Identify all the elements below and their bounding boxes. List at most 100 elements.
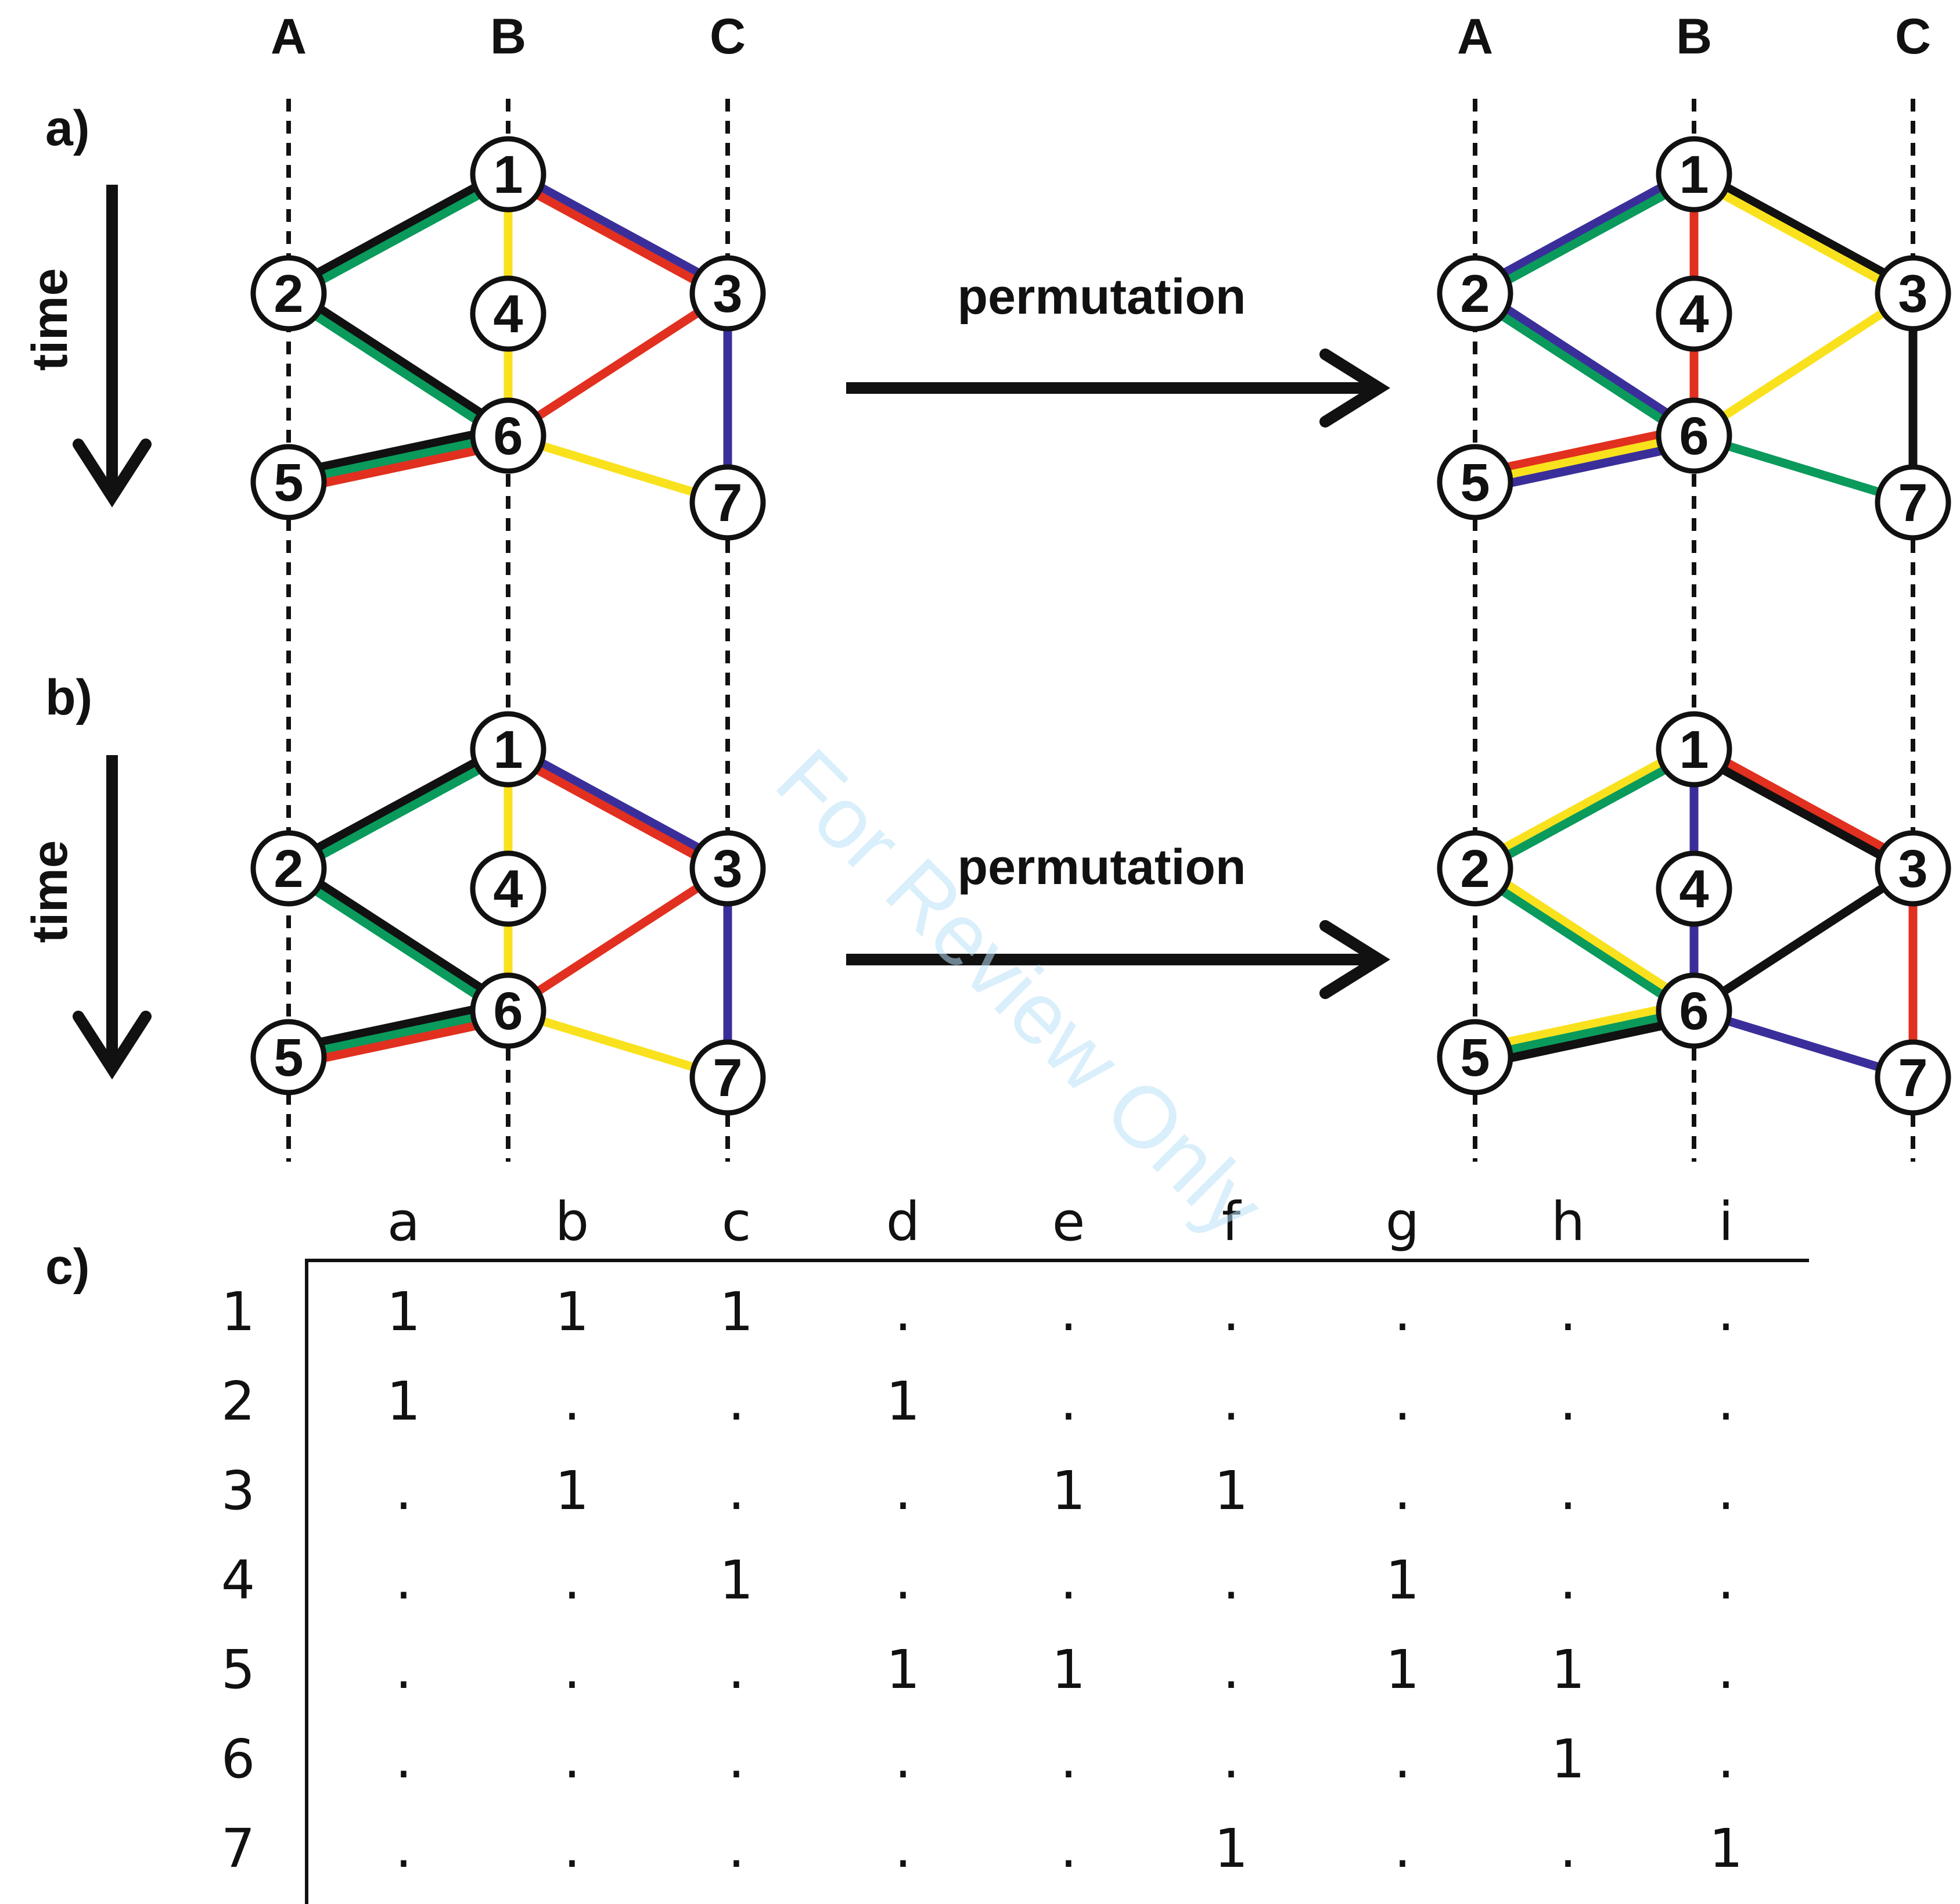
edge-2-6-green: [1470, 868, 1695, 1018]
table-cell: 1: [387, 1281, 421, 1343]
table-column-header-i: i: [1718, 1191, 1734, 1253]
table-cell: 1: [1386, 1549, 1420, 1611]
edge-5-6-black: [286, 998, 508, 1054]
table-column-header-g: g: [1386, 1191, 1419, 1253]
edge-2-1-yellow: [1471, 742, 1695, 869]
node-5: [1437, 1019, 1513, 1095]
table-cells: a b c d e f g h i 1 1 1 1..... . 2 1.. 1.... . 3. 1.. 1 1.. . 4…: [221, 1191, 1743, 1880]
table-cell: .: [1717, 1728, 1734, 1790]
panel-a-label: a): [45, 100, 89, 156]
node-1: [1656, 136, 1732, 213]
edge-1-3-yellow: [1690, 174, 1914, 301]
node-6-label: 6: [493, 982, 523, 1041]
table-cell: .: [1222, 1281, 1239, 1343]
table-cell: 1: [1052, 1639, 1086, 1701]
table-cell: 1: [1214, 1460, 1249, 1522]
table-cell: .: [395, 1460, 412, 1522]
node-2: [1437, 255, 1513, 332]
table-cell: .: [1060, 1728, 1077, 1790]
edge-2-6-yellow: [1475, 861, 1699, 1011]
table-cell: .: [728, 1639, 745, 1701]
edge-1-3-black: [1693, 167, 1917, 294]
edge-2-1-green: [1475, 749, 1698, 876]
table-column-header-d: d: [886, 1191, 920, 1253]
node-3: [689, 830, 766, 907]
table-cell: .: [728, 1728, 745, 1790]
table-cell: .: [395, 1549, 412, 1611]
node-6: [1656, 972, 1732, 1049]
table-cell: .: [894, 1549, 911, 1611]
edge-6-7-yellow: [506, 431, 729, 507]
column-label-b-left: B: [490, 9, 526, 64]
review-watermark: For Review Only: [758, 730, 1282, 1255]
table-row-header-5: 5: [221, 1639, 256, 1701]
node-5-label: 5: [274, 453, 303, 512]
table-cell: .: [395, 1639, 412, 1701]
node-6: [470, 972, 546, 1049]
node-2: [250, 255, 327, 332]
node-7-label: 7: [713, 1048, 742, 1108]
table-cell: 1: [720, 1549, 754, 1611]
node-1: [470, 711, 546, 788]
node-5-label: 5: [274, 1028, 303, 1087]
edge-2-1-green: [1475, 174, 1698, 301]
table-cell: .: [728, 1460, 745, 1522]
table-cell: .: [1060, 1281, 1077, 1343]
node-3: [1875, 255, 1951, 332]
edge-5-6-red: [289, 439, 511, 495]
table-cell: .: [1222, 1370, 1239, 1432]
table-cell: .: [894, 1460, 911, 1522]
panel-b-time-label: time: [22, 840, 78, 943]
table-row-header-1: 1: [221, 1281, 256, 1343]
table-row-header-7: 7: [221, 1817, 256, 1880]
panel-b-right-graph: 1 2 3 4 5 6 7: [1437, 711, 1951, 1116]
edge-2-6-green: [284, 868, 509, 1018]
table-cell: .: [1717, 1370, 1734, 1432]
node-3-label: 3: [1898, 839, 1927, 899]
column-label-c-left: C: [710, 9, 746, 64]
panel-b: b) time permutation 1 2 3 4 5 6 7 1 2 3 4 5 6 7: [22, 670, 1951, 1116]
column-label-a-right: A: [1457, 9, 1493, 64]
edge-3-6-red: [505, 864, 731, 1015]
column-label-c-right: C: [1895, 9, 1931, 64]
node-5: [250, 1019, 327, 1095]
table-cell: .: [1717, 1281, 1734, 1343]
table-cell: 1: [1551, 1639, 1585, 1701]
column-headers: A B C A B C: [271, 9, 1931, 64]
edge-2-1-green: [288, 174, 512, 301]
table-cell: .: [894, 1728, 911, 1790]
node-7: [689, 464, 766, 541]
panel-a-permutation-arrow: [846, 349, 1390, 427]
table-cell: .: [1394, 1817, 1411, 1880]
node-4-label: 4: [493, 285, 523, 344]
node-1: [470, 136, 546, 213]
panel-a-time-label: time: [22, 268, 78, 371]
table-cell: .: [563, 1639, 580, 1701]
node-5-label: 5: [1460, 1028, 1490, 1087]
node-4: [1656, 850, 1732, 927]
table-cell: .: [563, 1817, 580, 1880]
table-cell: .: [1394, 1281, 1411, 1343]
node-7-label: 7: [713, 473, 742, 533]
table-cell: .: [1394, 1728, 1411, 1790]
table-cell: 1: [387, 1370, 421, 1432]
edge-1-3-red: [1693, 742, 1917, 869]
table-cell: .: [1222, 1639, 1239, 1701]
table-row-header-6: 6: [221, 1728, 256, 1790]
table-column-header-b: b: [555, 1191, 589, 1253]
table-column-header-e: e: [1052, 1191, 1085, 1253]
table-cell: .: [563, 1370, 580, 1432]
edge-2-1-black: [285, 167, 509, 294]
node-2-label: 2: [1460, 264, 1490, 324]
panel-b-label: b): [45, 670, 92, 725]
node-2-label: 2: [274, 264, 303, 324]
edge-2-1-green: [288, 749, 512, 876]
edge-2-6-green: [1470, 293, 1695, 443]
node-2-label: 2: [274, 839, 303, 899]
edge-2-6-black: [288, 286, 513, 436]
edge-2-6-blue: [1475, 286, 1699, 436]
node-6-label: 6: [1679, 982, 1709, 1041]
table-cell: .: [728, 1370, 745, 1432]
edge-1-3-blue: [508, 167, 732, 294]
